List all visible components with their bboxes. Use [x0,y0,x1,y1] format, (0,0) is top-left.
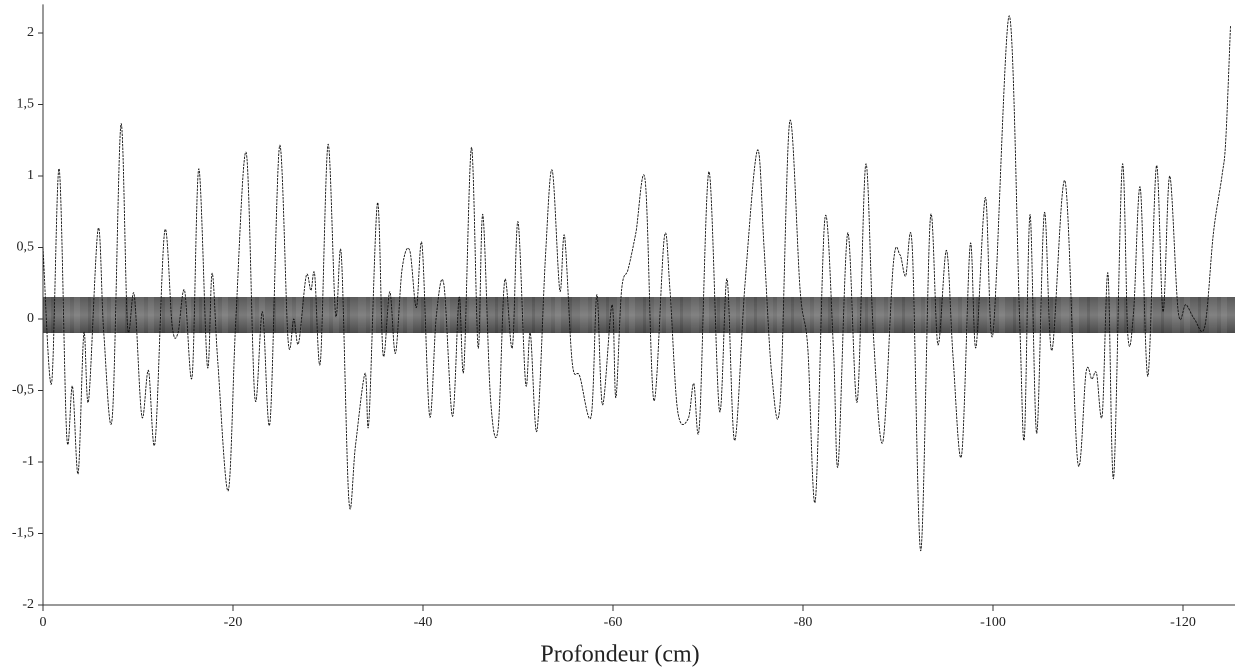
y-tick-label: 0 [27,311,34,326]
y-tick-label: 0,5 [17,240,35,255]
y-tick-label: -2 [22,597,34,612]
x-tick-label: -60 [604,615,623,630]
x-tick-label: 0 [40,615,47,630]
x-tick-label: -80 [794,615,813,630]
y-tick-label: -0,5 [12,383,34,398]
core-image [43,297,1235,333]
x-tick-label: -100 [980,615,1006,630]
y-tick-label: 2 [27,25,34,40]
x-tick-label: -40 [414,615,433,630]
y-tick-label: -1,5 [12,526,34,541]
x-tick-label: -120 [1170,615,1196,630]
y-tick-label: 1 [27,168,34,183]
y-tick-label: 1,5 [17,97,35,112]
y-tick-label: -1 [22,454,34,469]
data-line [42,15,1231,552]
x-axis-title: Profondeur (cm) [540,642,699,668]
x-tick-label: -20 [224,615,243,630]
